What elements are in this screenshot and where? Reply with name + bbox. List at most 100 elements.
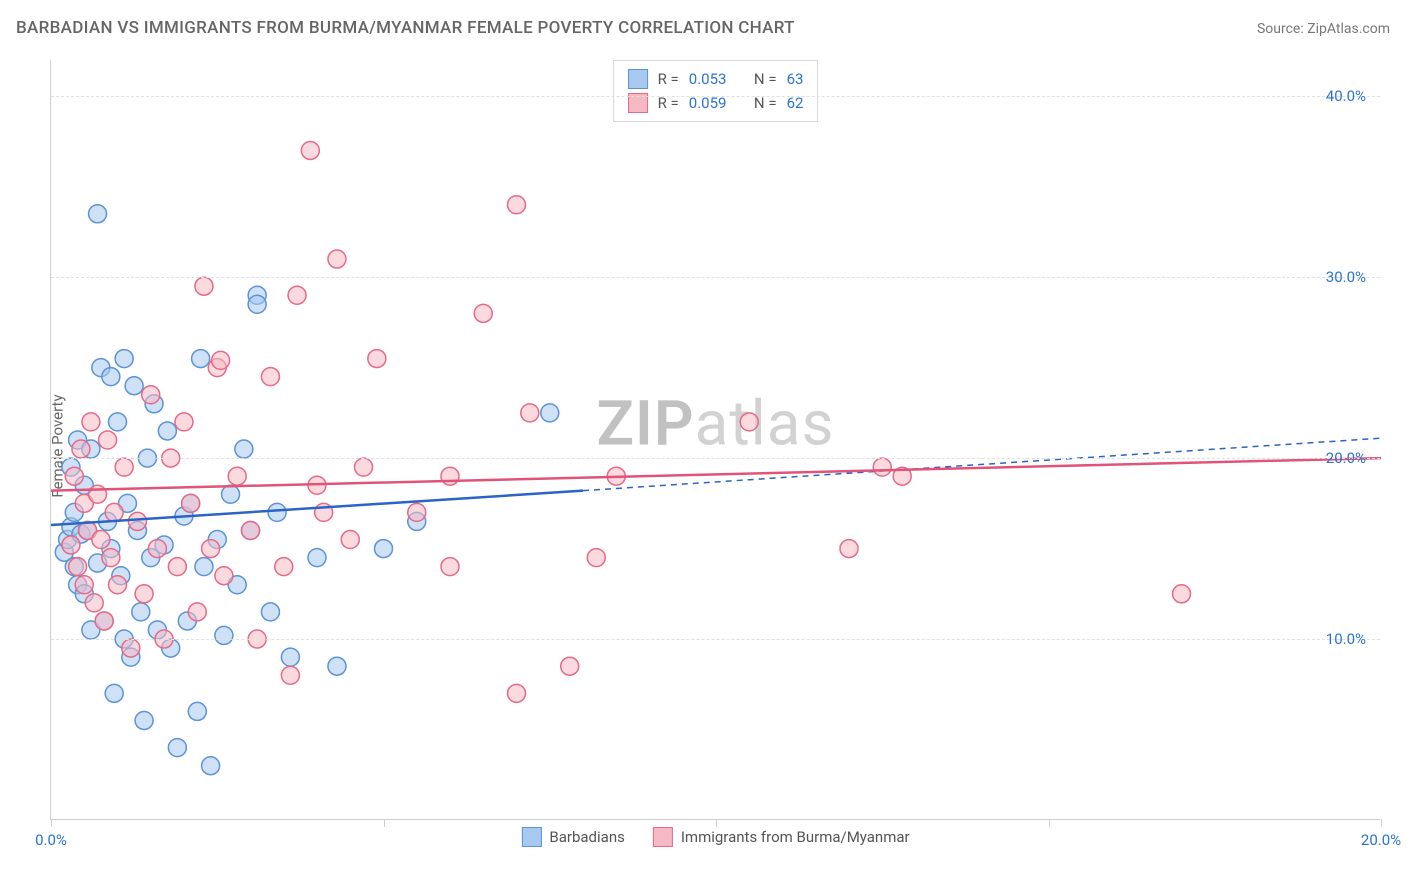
source-attribution: Source: ZipAtlas.com <box>1257 21 1390 37</box>
data-point <box>102 549 120 567</box>
data-point <box>69 558 87 576</box>
r-value-burma: 0.059 <box>689 91 727 115</box>
legend-item-burma: Immigrants from Burma/Myanmar <box>653 827 910 847</box>
data-point <box>873 458 891 476</box>
data-point <box>135 585 153 603</box>
data-point <box>441 467 459 485</box>
data-point <box>508 684 526 702</box>
data-point <box>275 558 293 576</box>
trend-line-dashed <box>583 438 1381 490</box>
data-point <box>368 350 386 368</box>
data-point <box>135 711 153 729</box>
data-point <box>109 413 127 431</box>
data-point <box>408 503 426 521</box>
data-point <box>202 757 220 775</box>
grid-line <box>51 277 1380 278</box>
data-point <box>355 458 373 476</box>
chart-container: BARBADIAN VS IMMIGRANTS FROM BURMA/MYANM… <box>0 0 1406 892</box>
data-point <box>740 413 758 431</box>
data-point <box>508 196 526 214</box>
data-point <box>175 413 193 431</box>
xtick-label: 0.0% <box>35 831 67 849</box>
data-point <box>281 666 299 684</box>
data-point <box>188 702 206 720</box>
xtick <box>1381 819 1382 827</box>
legend-row-burma: R = 0.059 N = 62 <box>628 91 804 115</box>
data-point <box>375 540 393 558</box>
data-point <box>65 467 83 485</box>
title-bar: BARBADIAN VS IMMIGRANTS FROM BURMA/MYANM… <box>16 18 1390 38</box>
data-point <box>62 536 80 554</box>
data-point <box>182 494 200 512</box>
ytick-label: 20.0% <box>1326 449 1366 467</box>
swatch-barbadians <box>628 69 648 89</box>
ytick-label: 40.0% <box>1326 87 1366 105</box>
legend-label-burma: Immigrants from Burma/Myanmar <box>681 828 910 846</box>
legend-item-barbadians: Barbadians <box>521 827 624 847</box>
data-point <box>308 549 326 567</box>
data-point <box>228 467 246 485</box>
data-point <box>261 603 279 621</box>
swatch-burma-icon <box>653 827 673 847</box>
data-point <box>82 413 100 431</box>
data-point <box>840 540 858 558</box>
grid-line <box>51 96 1380 97</box>
ytick-label: 10.0% <box>1326 630 1366 648</box>
data-point <box>188 603 206 621</box>
n-label: N = <box>754 91 777 115</box>
data-point <box>301 141 319 159</box>
swatch-barbadians-icon <box>521 827 541 847</box>
trend-line <box>51 458 1381 491</box>
data-point <box>132 603 150 621</box>
data-point <box>75 576 93 594</box>
data-point <box>168 558 186 576</box>
data-point <box>99 431 117 449</box>
grid-line <box>51 458 1380 459</box>
data-point <box>561 657 579 675</box>
data-point <box>85 594 103 612</box>
data-point <box>541 404 559 422</box>
xtick <box>384 819 385 827</box>
correlation-legend: R = 0.053 N = 63 R = 0.059 N = 62 <box>613 60 819 122</box>
data-point <box>195 277 213 295</box>
data-point <box>89 485 107 503</box>
data-point <box>474 304 492 322</box>
data-point <box>222 485 240 503</box>
xtick <box>1049 819 1050 827</box>
data-point <box>202 540 220 558</box>
data-point <box>92 531 110 549</box>
data-point <box>288 286 306 304</box>
r-label: R = <box>658 67 679 91</box>
chart-title: BARBADIAN VS IMMIGRANTS FROM BURMA/MYANM… <box>16 18 795 38</box>
data-point <box>158 422 176 440</box>
source-value: ZipAtlas.com <box>1307 21 1390 37</box>
data-point <box>105 684 123 702</box>
n-value-barbadians: 63 <box>787 67 804 91</box>
data-point <box>521 404 539 422</box>
data-point <box>72 440 90 458</box>
data-point <box>115 458 133 476</box>
legend-row-barbadians: R = 0.053 N = 63 <box>628 67 804 91</box>
data-point <box>115 350 133 368</box>
r-label: R = <box>658 91 679 115</box>
data-point <box>328 657 346 675</box>
data-point <box>587 549 605 567</box>
data-point <box>242 521 260 539</box>
data-point <box>148 540 166 558</box>
ytick-label: 30.0% <box>1326 268 1366 286</box>
data-point <box>105 503 123 521</box>
data-point <box>248 295 266 313</box>
data-point <box>89 205 107 223</box>
grid-line <box>51 639 1380 640</box>
data-point <box>122 639 140 657</box>
data-point <box>195 558 213 576</box>
data-point <box>168 739 186 757</box>
data-point <box>128 512 146 530</box>
plot-area: ZIPatlas R = 0.053 N = 63 R = 0.059 N = … <box>50 60 1380 820</box>
data-point <box>261 368 279 386</box>
data-point <box>441 558 459 576</box>
data-point <box>215 626 233 644</box>
n-value-burma: 62 <box>787 91 804 115</box>
scatter-svg <box>51 60 1380 819</box>
r-value-barbadians: 0.053 <box>689 67 727 91</box>
